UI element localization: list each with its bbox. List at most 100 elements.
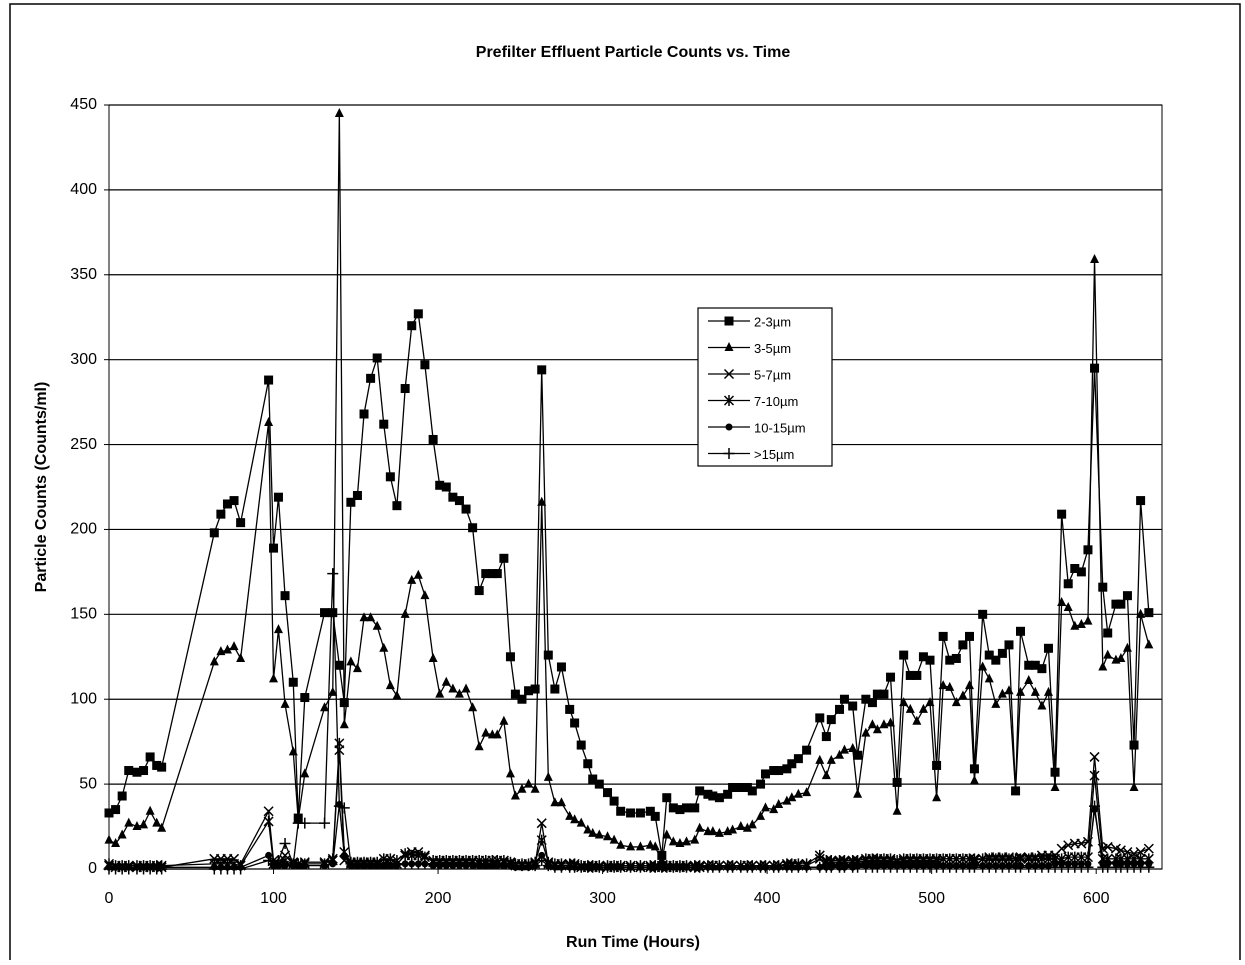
- marker-triangle: [1070, 620, 1080, 630]
- marker-triangle: [334, 107, 344, 117]
- marker-triangle: [454, 688, 464, 698]
- marker-triangle: [925, 697, 935, 707]
- marker-square: [662, 793, 672, 803]
- marker-triangle: [117, 829, 127, 839]
- x-tick-label: 200: [425, 890, 452, 907]
- marker-triangle: [510, 790, 520, 800]
- marker-square: [428, 434, 438, 444]
- marker-triangle: [616, 839, 626, 849]
- marker-x: [263, 806, 274, 817]
- marker-triangle: [448, 683, 458, 693]
- marker-triangle: [379, 642, 389, 652]
- marker-triangle: [635, 841, 645, 851]
- marker-triangle: [1129, 782, 1139, 792]
- legend-marker: [723, 368, 735, 380]
- marker-triangle: [229, 641, 239, 651]
- marker-square: [1136, 496, 1146, 506]
- marker-triangle: [392, 690, 402, 700]
- marker-square: [925, 655, 935, 665]
- y-tick-label: 200: [70, 521, 97, 538]
- marker-asterisk: [263, 815, 274, 827]
- marker-square: [747, 786, 757, 796]
- marker-triangle: [714, 827, 724, 837]
- marker-square: [505, 652, 515, 662]
- marker-triangle: [892, 805, 902, 815]
- marker-triangle: [157, 822, 167, 832]
- legend-label: 7-10µm: [754, 394, 798, 409]
- marker-triangle: [236, 652, 246, 662]
- marker-square: [723, 789, 733, 799]
- marker-square: [861, 694, 871, 704]
- marker-triangle: [461, 683, 471, 693]
- marker-triangle: [124, 817, 134, 827]
- y-tick-label: 50: [79, 775, 97, 792]
- marker-square: [1070, 563, 1080, 573]
- marker-square: [481, 569, 491, 579]
- marker-square: [543, 650, 553, 660]
- marker-triangle: [861, 727, 871, 737]
- marker-square: [1030, 660, 1040, 670]
- marker-square: [556, 662, 566, 672]
- marker-square: [1057, 509, 1067, 519]
- marker-square: [216, 509, 226, 519]
- marker-triangle: [872, 724, 882, 734]
- marker-triangle: [747, 819, 757, 829]
- marker-square: [826, 715, 836, 725]
- marker-circle: [340, 851, 348, 859]
- marker-square: [879, 689, 889, 699]
- legend-label: 2-3µm: [754, 314, 791, 329]
- marker-square: [222, 499, 232, 509]
- marker-triangle: [821, 770, 831, 780]
- marker-square: [420, 360, 430, 370]
- y-tick-label: 100: [70, 690, 97, 707]
- marker-square: [938, 631, 948, 641]
- marker-triangle: [675, 838, 685, 848]
- marker-triangle: [848, 742, 858, 752]
- legend-marker: [724, 316, 734, 326]
- marker-square: [209, 528, 219, 538]
- legend-label: >15µm: [754, 447, 794, 462]
- marker-square: [461, 504, 471, 514]
- marker-triangle: [918, 703, 928, 713]
- marker-square: [372, 353, 382, 363]
- marker-asterisk: [400, 848, 411, 860]
- marker-square: [774, 766, 784, 776]
- marker-square: [565, 704, 575, 714]
- marker-square: [912, 670, 922, 680]
- marker-plus: [625, 861, 637, 873]
- marker-square: [886, 672, 896, 682]
- marker-square: [997, 648, 1007, 658]
- marker-square: [510, 689, 520, 699]
- marker-triangle: [209, 656, 219, 666]
- marker-triangle: [435, 688, 445, 698]
- marker-triangle: [550, 797, 560, 807]
- marker-square: [400, 384, 410, 394]
- marker-triangle: [499, 715, 509, 725]
- marker-triangle: [997, 688, 1007, 698]
- marker-triangle: [867, 719, 877, 729]
- marker-triangle: [280, 698, 290, 708]
- marker-square: [815, 713, 825, 723]
- marker-plus: [235, 863, 247, 875]
- marker-triangle: [978, 661, 988, 671]
- marker-square: [334, 660, 344, 670]
- y-tick-label: 0: [88, 860, 97, 877]
- marker-triangle: [886, 717, 896, 727]
- marker-triangle: [787, 792, 797, 802]
- marker-square: [708, 791, 718, 801]
- marker-triangle: [609, 834, 619, 844]
- marker-triangle: [543, 771, 553, 781]
- marker-square: [157, 762, 167, 772]
- marker-plus: [319, 817, 331, 829]
- marker-square: [588, 774, 598, 784]
- marker-square: [111, 805, 121, 815]
- marker-square: [124, 766, 134, 776]
- legend-label: 10-15µm: [754, 420, 806, 435]
- marker-triangle: [769, 804, 779, 814]
- marker-square: [280, 591, 290, 601]
- marker-square: [872, 689, 882, 699]
- marker-triangle: [407, 574, 417, 584]
- marker-x: [1063, 840, 1074, 851]
- marker-plus: [1143, 861, 1155, 873]
